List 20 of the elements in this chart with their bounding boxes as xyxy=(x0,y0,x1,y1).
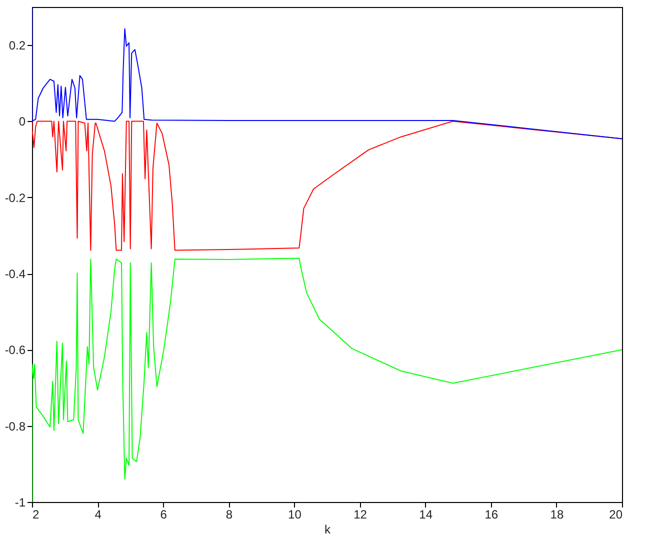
x-tick-label: 10 xyxy=(288,508,302,522)
x-tick-label: 6 xyxy=(160,508,168,522)
x-axis-title: k xyxy=(324,522,332,536)
line-series xyxy=(32,258,622,502)
x-tick-label: 20 xyxy=(609,508,623,522)
y-tick-label: -1 xyxy=(14,496,26,510)
y-tick-label: -0.8 xyxy=(4,419,26,434)
x-tick-label: 12 xyxy=(354,508,368,522)
y-tick-label: 0 xyxy=(18,114,26,129)
y-tick-label: -0.2 xyxy=(4,190,26,205)
y-tick-label: -0.4 xyxy=(4,267,26,282)
x-tick-label: 8 xyxy=(226,508,233,522)
y-tick-label: 0.2 xyxy=(8,38,26,53)
x-tick-label: 18 xyxy=(550,508,564,522)
x-tick-label: 16 xyxy=(484,508,498,522)
y-tick-label: -0.6 xyxy=(4,343,26,358)
line-series xyxy=(32,7,622,140)
x-tick-label: 14 xyxy=(419,508,433,522)
x-tick-label: 2 xyxy=(32,508,40,522)
x-tick-label: 4 xyxy=(94,508,102,522)
